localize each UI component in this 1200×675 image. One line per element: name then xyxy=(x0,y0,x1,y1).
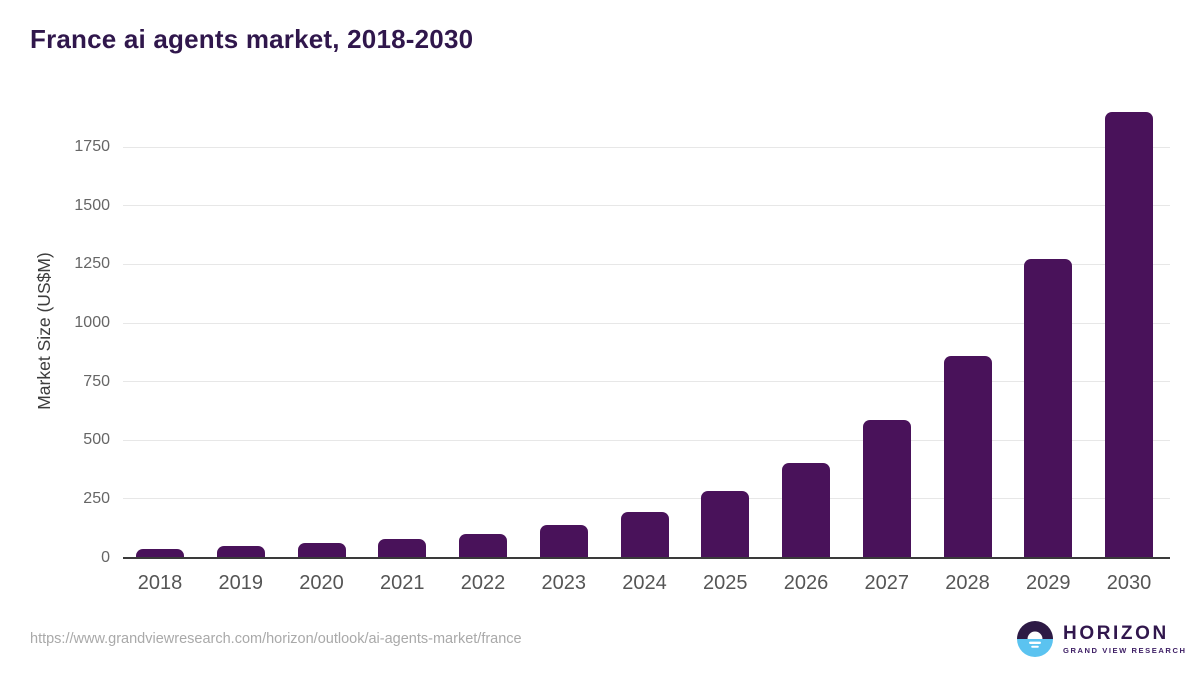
x-tick-label-2027: 2027 xyxy=(864,572,910,594)
sun-icon xyxy=(1027,631,1043,639)
y-tick-label-0: 0 xyxy=(101,548,110,566)
logo-text: HORIZON GRAND VIEW RESEARCH xyxy=(1063,624,1187,655)
horizon-logo: HORIZON GRAND VIEW RESEARCH xyxy=(1017,619,1187,659)
bar-2027[interactable] xyxy=(862,420,911,558)
y-tick-label-500: 500 xyxy=(83,431,110,449)
x-tick-label-2029: 2029 xyxy=(1026,572,1071,594)
bar-2018[interactable] xyxy=(136,549,184,558)
bar-2030[interactable] xyxy=(1105,111,1153,558)
gridline-1250 xyxy=(123,263,1170,265)
y-tick-label-250: 250 xyxy=(83,489,110,507)
gridline-750 xyxy=(123,381,1170,383)
bar-2019[interactable] xyxy=(216,546,265,558)
gridline-500 xyxy=(123,439,1170,441)
bar-2022[interactable] xyxy=(459,533,507,558)
gridline-250 xyxy=(123,498,1170,500)
bar-2020[interactable] xyxy=(297,543,346,558)
y-tick-label-1250: 1250 xyxy=(74,255,110,273)
bar-2026[interactable] xyxy=(782,462,830,558)
x-tick-label-2030: 2030 xyxy=(1106,572,1152,594)
logo-subtitle: GRAND VIEW RESEARCH xyxy=(1063,645,1187,655)
x-tick-label-2023: 2023 xyxy=(541,572,587,594)
x-tick-label-2021: 2021 xyxy=(380,572,425,594)
bar-2024[interactable] xyxy=(620,512,669,558)
x-axis-line xyxy=(123,556,1170,559)
x-tick-label-2028: 2028 xyxy=(945,572,990,594)
bar-2023[interactable] xyxy=(539,525,588,558)
y-tick-label-1500: 1500 xyxy=(74,196,110,214)
source-url: https://www.grandviewresearch.com/horizo… xyxy=(30,631,522,647)
x-tick-label-2024: 2024 xyxy=(622,572,667,594)
x-tick-label-2025: 2025 xyxy=(703,572,748,594)
gridline-1000 xyxy=(123,322,1170,324)
x-tick-label-2026: 2026 xyxy=(783,572,829,594)
x-tick-label-2020: 2020 xyxy=(299,572,344,594)
gridline-1500 xyxy=(123,205,1170,207)
x-tick-label-2019: 2019 xyxy=(218,572,264,594)
x-tick-label-2022: 2022 xyxy=(460,572,506,594)
bar-2028[interactable] xyxy=(943,355,992,558)
gridline-1750 xyxy=(123,146,1170,148)
x-tick-label-2018: 2018 xyxy=(137,572,183,594)
y-tick-label-750: 750 xyxy=(83,372,110,390)
chart-title: France ai agents market, 2018-2030 xyxy=(30,24,474,54)
logo-name: HORIZON xyxy=(1063,622,1169,644)
y-tick-label-1750: 1750 xyxy=(74,138,110,156)
bar-2029[interactable] xyxy=(1024,258,1073,558)
y-tick-label-1000: 1000 xyxy=(74,314,110,332)
bar-2021[interactable] xyxy=(378,538,427,558)
horizon-logo-icon xyxy=(1017,621,1053,657)
bar-2025[interactable] xyxy=(701,491,750,558)
